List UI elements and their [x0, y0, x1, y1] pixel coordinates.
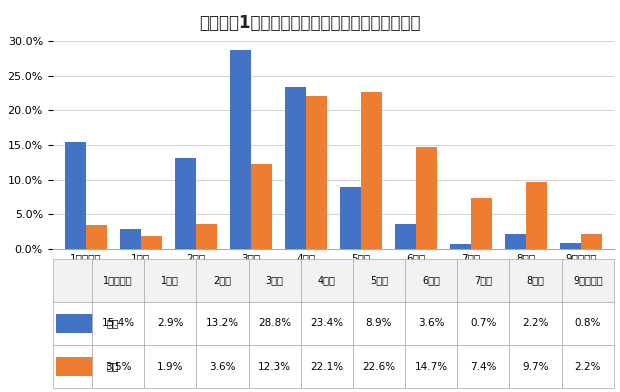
Bar — [301, 259, 353, 302]
Text: 2.9%: 2.9% — [157, 318, 184, 328]
Bar — [92, 345, 144, 388]
Text: 9時間以上: 9時間以上 — [573, 275, 603, 285]
Text: 5時間: 5時間 — [370, 275, 388, 285]
Bar — [510, 302, 562, 345]
Bar — [395, 224, 416, 249]
Text: 2.2%: 2.2% — [522, 318, 549, 328]
Text: 7.4%: 7.4% — [470, 361, 497, 372]
Text: 7時間: 7時間 — [474, 275, 492, 285]
Bar — [510, 345, 562, 388]
Bar — [86, 225, 107, 249]
Bar — [458, 302, 510, 345]
Text: 8時間: 8時間 — [526, 275, 544, 285]
Text: 0.7%: 0.7% — [470, 318, 497, 328]
Bar — [581, 234, 601, 249]
Text: 3.6%: 3.6% — [418, 318, 445, 328]
Text: 13.2%: 13.2% — [206, 318, 239, 328]
Text: 28.8%: 28.8% — [258, 318, 291, 328]
Text: 休日: 休日 — [106, 361, 118, 372]
Text: 15.4%: 15.4% — [102, 318, 135, 328]
Bar — [405, 302, 458, 345]
Bar — [53, 302, 92, 345]
Bar — [562, 345, 614, 388]
Bar — [92, 302, 144, 345]
Bar — [416, 147, 436, 249]
Bar — [197, 345, 249, 388]
Text: 9.7%: 9.7% — [522, 361, 549, 372]
Text: 0.8%: 0.8% — [575, 318, 601, 328]
Text: 3.5%: 3.5% — [105, 361, 131, 372]
Bar — [285, 87, 306, 249]
Bar — [92, 259, 144, 302]
Bar — [53, 345, 92, 388]
Bar — [120, 229, 141, 249]
Text: 1.9%: 1.9% — [157, 361, 184, 372]
Text: 8.9%: 8.9% — [366, 318, 392, 328]
Bar — [249, 302, 301, 345]
Text: 1時間: 1時間 — [161, 275, 179, 285]
Bar — [340, 187, 361, 249]
Bar — [361, 93, 382, 249]
Bar — [562, 302, 614, 345]
Text: 22.1%: 22.1% — [310, 361, 343, 372]
Text: 3時間: 3時間 — [266, 275, 283, 285]
Bar — [249, 259, 301, 302]
Text: 2.2%: 2.2% — [575, 361, 601, 372]
Bar — [301, 302, 353, 345]
Bar — [505, 234, 526, 249]
Bar — [197, 302, 249, 345]
Text: 高校生の1日の平均バイトシフト時間（学期中）: 高校生の1日の平均バイトシフト時間（学期中） — [199, 14, 421, 32]
Bar — [301, 345, 353, 388]
Text: 平日: 平日 — [106, 318, 118, 328]
Bar — [141, 236, 162, 249]
Bar — [405, 259, 458, 302]
Bar — [144, 259, 197, 302]
Bar — [306, 96, 327, 249]
Bar — [196, 224, 216, 249]
Bar — [56, 314, 102, 333]
Bar — [144, 302, 197, 345]
Bar — [562, 259, 614, 302]
Bar — [197, 259, 249, 302]
Bar — [471, 198, 492, 249]
Text: 2時間: 2時間 — [213, 275, 231, 285]
Bar — [53, 259, 92, 302]
Bar — [353, 259, 405, 302]
Bar — [560, 243, 581, 249]
Bar — [144, 345, 197, 388]
Text: 6時間: 6時間 — [422, 275, 440, 285]
Bar — [510, 259, 562, 302]
Bar — [250, 164, 272, 249]
Bar — [458, 259, 510, 302]
Bar — [175, 158, 196, 249]
Text: 22.6%: 22.6% — [363, 361, 396, 372]
Bar — [405, 345, 458, 388]
Bar — [458, 345, 510, 388]
Bar — [353, 345, 405, 388]
Bar — [353, 302, 405, 345]
Text: 12.3%: 12.3% — [258, 361, 291, 372]
Text: 23.4%: 23.4% — [310, 318, 343, 328]
Bar — [56, 357, 102, 376]
Bar — [249, 345, 301, 388]
Text: 1時間未満: 1時間未満 — [104, 275, 133, 285]
Bar — [65, 142, 86, 249]
Bar — [450, 244, 471, 249]
Text: 14.7%: 14.7% — [415, 361, 448, 372]
Bar — [230, 49, 250, 249]
Bar — [526, 182, 547, 249]
Text: 3.6%: 3.6% — [209, 361, 236, 372]
Text: 4時間: 4時間 — [318, 275, 336, 285]
